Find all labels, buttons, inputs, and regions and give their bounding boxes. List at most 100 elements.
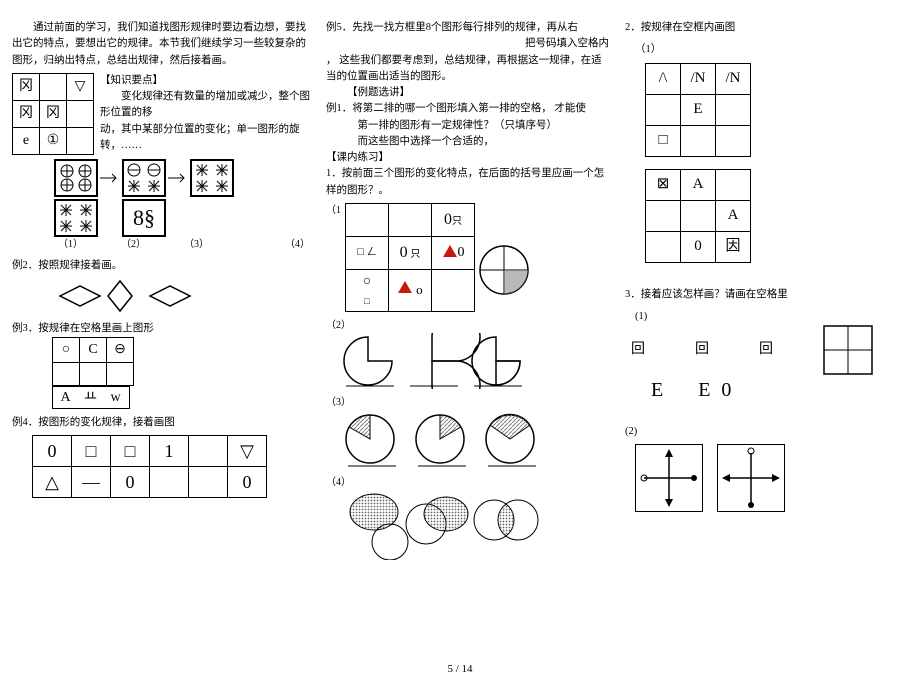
cross-icon [636, 445, 702, 511]
cell: 只 [410, 249, 420, 260]
box-icon: 回 [759, 339, 773, 361]
four-circles-icon [58, 163, 94, 193]
box-icon: 回 [631, 339, 645, 361]
strip-cell-4: 8§ [122, 199, 166, 237]
red-triangle-icon [442, 244, 458, 258]
ex1-l3: 而这些图中选择一个合适的， [358, 134, 610, 150]
cell: ― [72, 467, 111, 498]
cell: /\ [646, 63, 681, 94]
ex2-title: 例2．按照规律接着画。 [12, 258, 310, 274]
label: （2） [121, 237, 146, 253]
cell: A [53, 387, 78, 409]
ex2-diamonds-icon [32, 275, 212, 317]
cell [40, 73, 67, 100]
cell: 冈 [13, 73, 40, 100]
ex4-title: 例4．按图形的变化规律，接着画图 [12, 415, 310, 431]
kb-title: 【知识要点】 [100, 73, 310, 89]
cell: ○ [53, 337, 80, 362]
part-label: （4） [326, 475, 609, 491]
label: （4） [285, 237, 310, 253]
quarter-pie-icon [477, 243, 531, 297]
arrow-icon [168, 172, 188, 184]
cell: ① [40, 127, 67, 154]
cell: 0 [111, 467, 150, 498]
part-label: （1 [326, 203, 341, 219]
pacman-row-icon [340, 333, 540, 389]
label: （1） [58, 237, 83, 253]
ex3-title: 例3．按规律在空格里画上图形 [12, 321, 310, 337]
cell: ㄥ [367, 247, 377, 258]
cell [80, 362, 107, 385]
cell: 冈 [40, 100, 67, 127]
cell [716, 125, 751, 156]
cell [681, 125, 716, 156]
cell: A [681, 169, 716, 200]
empty-2x2-grid-icon [823, 325, 873, 375]
cell: ⊖ [107, 337, 134, 362]
cell: △ [33, 467, 72, 498]
cell: ㅛ [78, 387, 103, 409]
cell: ▽ [228, 436, 267, 467]
cell: C [80, 337, 107, 362]
p3-1-label: (1) [635, 309, 908, 325]
left-3x3-grid: 冈▽ 冈冈 e① [12, 73, 94, 155]
cell: A [716, 200, 751, 231]
intro-text: 通过前面的学习，我们知道找图形规律时要边看边想，要找出它的特点，要想出它的规律。… [12, 20, 310, 69]
cell [150, 467, 189, 498]
ex5-l1: 例5．先找一找方框里8个图形每行排列的规律，再从右 [326, 20, 609, 36]
cell [67, 127, 94, 154]
letters-row: E E 0 [651, 375, 908, 406]
mixed-icon [124, 161, 164, 195]
q1-title: 1．按前面三个图形的变化特点，在后面的括号里应画一个怎样的图形？。 [326, 166, 609, 199]
shape-strip [54, 159, 310, 197]
cell [189, 436, 228, 467]
venn-row-icon [340, 490, 560, 560]
q3-boxes: 回 回 回 [631, 325, 908, 375]
four-stars-icon [192, 161, 232, 195]
cell [716, 94, 751, 125]
shape-strip-2: 8§ [54, 199, 310, 237]
cell: □ [364, 296, 369, 306]
ex3-grid: ○C⊖ [52, 337, 134, 386]
cross-box-2 [717, 444, 785, 512]
cell: 因 [716, 231, 751, 262]
kb-line2: 动，其中某部分位置的变化；单一图形的旋转，…… [100, 122, 310, 155]
section-title: 【例题选讲】 [326, 85, 609, 101]
cell: □ [357, 246, 364, 258]
strip-cell-3 [190, 159, 234, 197]
q3-crosses [635, 444, 908, 512]
cell: e [13, 127, 40, 154]
column-2: 例5．先找一找方框里8个图形每行排列的规律，再从右 把号码填入空格内 ， 这些我… [326, 20, 609, 639]
part-label: （3） [326, 395, 609, 411]
cell: 0 [681, 231, 716, 262]
cell: □ [111, 436, 150, 467]
cell [107, 362, 134, 385]
cell: 0 [33, 436, 72, 467]
cell [189, 467, 228, 498]
cell: w [103, 387, 128, 409]
column-1: 通过前面的学习，我们知道找图形规律时要边看边想，要找出它的特点，要想出它的规律。… [12, 20, 310, 639]
strip-cell-1 [54, 159, 98, 197]
cell: /N [681, 63, 716, 94]
strip-labels: （1） （2） （3） （4） [58, 237, 310, 253]
cell [646, 231, 681, 262]
arrow-icon [100, 172, 120, 184]
q3-title: 3．接着应该怎样画？请画在空格里 [625, 287, 908, 303]
cell: 0 [400, 244, 408, 261]
ex3-bottom-row: A ㅛ w [52, 386, 130, 410]
cell [646, 200, 681, 231]
p3-2-label: (2) [625, 424, 908, 440]
cell: E [681, 94, 716, 125]
cell: 冈 [13, 100, 40, 127]
cell [646, 94, 681, 125]
cell: 0 [228, 467, 267, 498]
cell: □ [646, 125, 681, 156]
cell: □ [72, 436, 111, 467]
kb-block: 冈▽ 冈冈 e① 【知识要点】 变化规律还有数量的增加或减少，整个图形位置的移 … [12, 73, 310, 155]
q2-title: 2．按规律在空框内画图 [625, 20, 908, 36]
cell: o [416, 282, 423, 297]
cross-box-1 [635, 444, 703, 512]
sector-row-icon [340, 411, 560, 469]
ex5-l3: ， 这些我们都要考虑到，总结规律，再根据这一规律，在适当的位置画出适当的图形。 [326, 53, 609, 86]
page-number: 5 / 14 [0, 663, 920, 675]
